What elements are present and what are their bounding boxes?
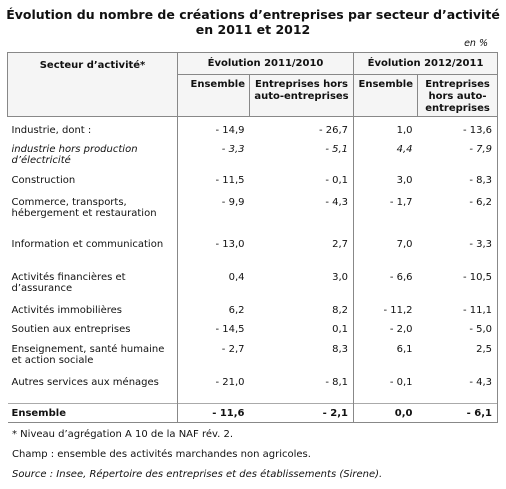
scope-note: Champ : ensemble des activités marchande… xyxy=(12,449,311,460)
cell-value: 4,4 xyxy=(396,143,413,155)
cell-value: - 9,9 xyxy=(177,192,250,235)
row-label: Information et communication xyxy=(11,238,164,250)
table-row: Construction - 11,5 - 0,1 3,0 - 8,3 xyxy=(8,171,499,193)
data-table: Secteur d’activité* Évolution 2011/2010 … xyxy=(7,52,499,423)
cell-value: 0,4 xyxy=(177,267,250,301)
table-body: Industrie, dont : - 14,9 - 26,7 1,0 - 13… xyxy=(7,116,499,423)
table-row: Commerce, transports, hébergement et res… xyxy=(8,192,499,235)
table-row: Enseignement, santé humaine et action so… xyxy=(8,339,499,373)
table-row: Activités immobilières 6,2 8,2 - 11,2 - … xyxy=(8,300,499,321)
table-notes: * Niveau d’agrégation A 10 de la NAF rév… xyxy=(12,429,502,489)
cell-value: 3,0 xyxy=(396,174,413,186)
row-label: Ensemble xyxy=(7,403,178,423)
cell-value: - 13,6 xyxy=(417,116,499,140)
cell-value: 3,0 xyxy=(249,267,355,301)
table-row: industrie hors production d’électricité … xyxy=(8,139,499,172)
cell-value: - 6,1 xyxy=(417,403,499,423)
cell-value: - 0,1 xyxy=(249,171,355,193)
cell-value: - 6,2 xyxy=(417,192,499,235)
table-row: Activités financières et d’assurance 0,4… xyxy=(8,267,499,301)
table-row-total: Ensemble - 11,6 - 2,1 0,0 - 6,1 xyxy=(7,403,499,423)
table-row: Industrie, dont : - 14,9 - 26,7 1,0 - 13… xyxy=(8,116,499,140)
row-label: Industrie, dont : xyxy=(11,125,92,136)
row-label: Soutien aux entreprises xyxy=(11,323,131,335)
header-row-groups: Secteur d’activité* Évolution 2011/2010 … xyxy=(7,52,499,117)
cell-value: - 3,3 xyxy=(417,234,499,268)
cell-value: 6,2 xyxy=(177,300,250,321)
cell-value: - 4,3 xyxy=(249,192,355,235)
cell-value: 1,0 xyxy=(396,125,413,136)
cell-value: - 3,3 xyxy=(177,139,250,172)
row-label: industrie hors production d’électricité xyxy=(11,143,138,166)
header-group-2011: Évolution 2011/2010 xyxy=(176,52,355,75)
cell-value: - 0,1 xyxy=(389,376,413,388)
row-label: Autres services aux ménages xyxy=(11,376,159,388)
cell-value: - 14,9 xyxy=(177,116,250,140)
cell-value: - 4,3 xyxy=(417,372,499,404)
cell-value: 7,0 xyxy=(396,238,413,250)
cell-value: - 2,7 xyxy=(177,339,250,373)
header-ensemble-2012: Ensemble xyxy=(353,74,419,117)
header-sector: Secteur d’activité* xyxy=(7,52,178,117)
cell-value: - 21,0 xyxy=(177,372,250,404)
cell-value: - 26,7 xyxy=(249,116,355,140)
table-row: Information et communication - 13,0 2,7 … xyxy=(8,234,499,268)
header-group-2012: Évolution 2012/2011 xyxy=(353,52,499,75)
header-hors-auto-2011: Entreprises hors auto-entreprises xyxy=(248,74,355,117)
footnote: * Niveau d’agrégation A 10 de la NAF rév… xyxy=(12,429,234,440)
cell-value: 0,0 xyxy=(353,403,418,423)
cell-value: 0,1 xyxy=(249,320,355,340)
header-row-columns: Ensemble Entreprises hors auto-entrepris… xyxy=(8,74,499,117)
cell-value: 8,3 xyxy=(249,339,355,373)
header-hors-auto-2012: Entreprises hors auto-entreprises xyxy=(417,74,499,117)
cell-value: - 5,0 xyxy=(417,320,499,340)
cell-value: 6,1 xyxy=(396,343,413,355)
row-label: Enseignement, santé humaine et action so… xyxy=(11,343,165,366)
cell-value: - 11,2 xyxy=(383,304,413,316)
cell-value: - 13,0 xyxy=(177,234,250,268)
table-row: Autres services aux ménages - 21,0 - 8,1… xyxy=(8,372,499,404)
cell-value: - 7,9 xyxy=(417,139,499,172)
row-label: Activités financières et d’assurance xyxy=(11,271,126,294)
unit-label: en % xyxy=(464,38,488,49)
cell-value: - 14,5 xyxy=(177,320,250,340)
header-ensemble-2011: Ensemble xyxy=(177,74,250,117)
table-title: Évolution du nombre de créations d’entre… xyxy=(6,7,500,37)
source-note: Source : Insee, Répertoire des entrepris… xyxy=(12,469,383,480)
row-label: Construction xyxy=(11,174,76,186)
cell-value: - 10,5 xyxy=(417,267,499,301)
cell-value: - 8,3 xyxy=(417,171,499,193)
cell-value: - 1,7 xyxy=(389,196,413,208)
cell-value: - 8,1 xyxy=(249,372,355,404)
cell-value: 2,7 xyxy=(249,234,355,268)
row-label: Activités immobilières xyxy=(11,304,123,316)
cell-value: - 5,1 xyxy=(249,139,355,172)
cell-value: 2,5 xyxy=(417,339,499,373)
cell-value: - 11,5 xyxy=(177,171,250,193)
cell-value: 8,2 xyxy=(249,300,355,321)
cell-value: - 2,0 xyxy=(389,323,413,335)
cell-value: - 2,1 xyxy=(249,403,355,423)
cell-value: - 11,6 xyxy=(177,403,250,423)
cell-value: - 11,1 xyxy=(417,300,499,321)
row-label: Commerce, transports, hébergement et res… xyxy=(11,196,157,219)
cell-value: - 6,6 xyxy=(389,271,413,283)
table-row: Soutien aux entreprises - 14,5 0,1 - 2,0… xyxy=(8,320,499,340)
